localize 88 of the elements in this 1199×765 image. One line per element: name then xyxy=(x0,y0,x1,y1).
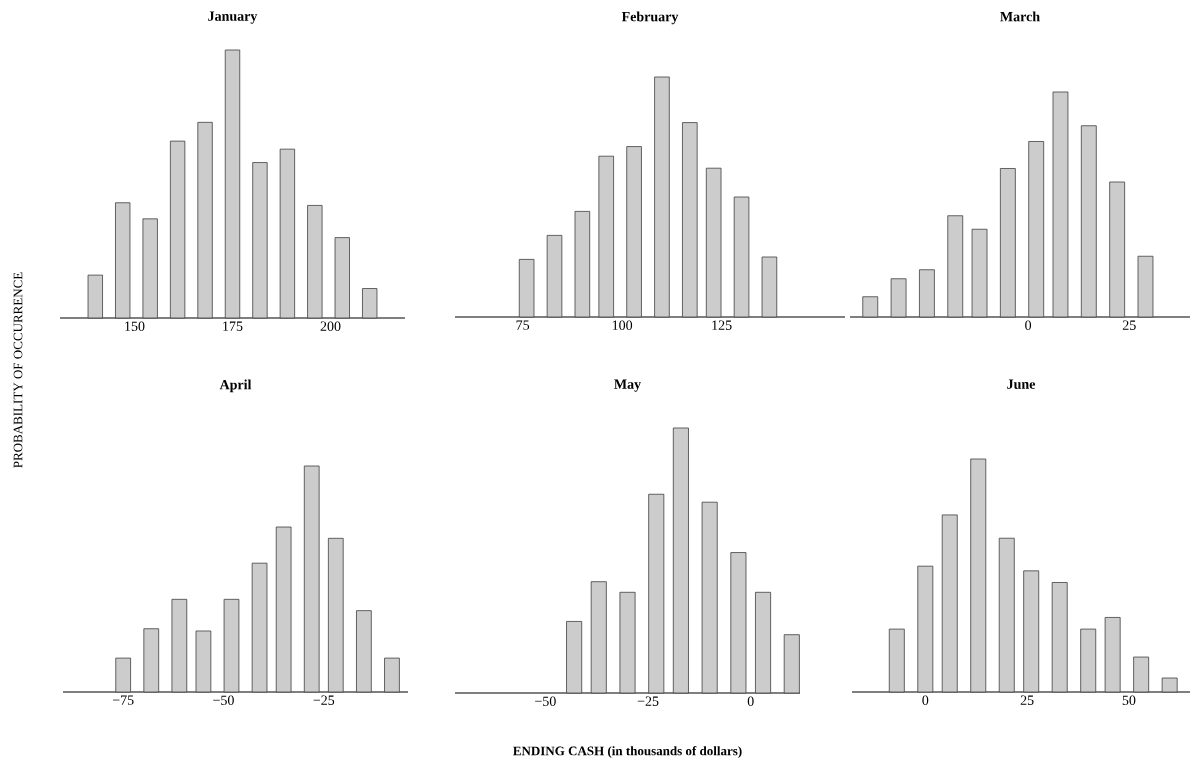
x-axis-title: ENDING CASH (in thousands of dollars) xyxy=(513,746,742,758)
bar xyxy=(87,274,103,319)
bar xyxy=(574,210,591,318)
y-axis-title: PROBABILITY OF OCCURRENCE xyxy=(13,272,23,468)
bar xyxy=(941,514,958,693)
x-tick-label: −75 xyxy=(112,695,134,705)
bar xyxy=(223,598,240,693)
x-tick-label: 0 xyxy=(747,696,754,706)
x-tick-label: −50 xyxy=(535,696,556,706)
x-tick-label: −25 xyxy=(637,696,659,706)
bar xyxy=(546,234,563,318)
bar xyxy=(755,591,772,694)
bar xyxy=(917,565,934,693)
bar xyxy=(115,202,131,319)
x-tick-label: 200 xyxy=(320,321,341,331)
bar xyxy=(888,628,905,693)
bar xyxy=(654,76,670,318)
bar xyxy=(279,148,296,319)
bar xyxy=(303,465,320,693)
bar xyxy=(1137,255,1154,318)
bar xyxy=(356,610,372,693)
bar xyxy=(143,628,160,693)
bar xyxy=(384,657,400,693)
x-tick-label: 125 xyxy=(712,320,732,330)
x-tick-label: 0 xyxy=(922,695,929,705)
bar xyxy=(619,591,636,694)
bar xyxy=(1023,570,1040,693)
bar xyxy=(971,228,988,318)
bar xyxy=(1133,656,1150,693)
bar xyxy=(195,630,212,693)
bar xyxy=(705,167,722,318)
x-tick-label: 50 xyxy=(1122,695,1136,705)
bar xyxy=(947,215,964,318)
bar xyxy=(862,296,879,318)
bar xyxy=(251,562,268,693)
bar xyxy=(998,537,1015,693)
bar xyxy=(783,634,800,694)
bar xyxy=(142,218,158,319)
bar xyxy=(275,526,292,693)
bar xyxy=(327,537,344,693)
bar xyxy=(518,258,535,318)
bar xyxy=(171,598,188,693)
bar xyxy=(1051,582,1068,693)
x-tick-label: 150 xyxy=(125,321,145,331)
x-tick-label: 25 xyxy=(1020,695,1034,705)
bar xyxy=(733,196,750,318)
chart-title: May xyxy=(614,379,641,392)
x-tick-label: −25 xyxy=(313,695,335,705)
bar xyxy=(970,458,987,693)
bar xyxy=(730,552,747,694)
chart-title: February xyxy=(621,11,679,25)
chart-title: January xyxy=(208,11,258,24)
x-tick-label: 0 xyxy=(1025,320,1032,330)
bar xyxy=(197,121,213,319)
bar xyxy=(307,205,323,319)
bar xyxy=(1080,628,1097,693)
bar xyxy=(224,49,241,319)
bar xyxy=(169,140,186,319)
bar xyxy=(334,237,350,319)
bar xyxy=(919,269,935,318)
bar xyxy=(1109,181,1126,318)
x-tick-label: 175 xyxy=(223,321,243,331)
bar xyxy=(890,278,907,318)
bar xyxy=(252,162,268,319)
bar xyxy=(1052,91,1069,318)
bar xyxy=(682,122,698,318)
bar xyxy=(672,427,689,694)
x-tick-label: 25 xyxy=(1122,320,1136,330)
bar xyxy=(1161,677,1178,693)
bar xyxy=(1028,141,1045,318)
bar xyxy=(566,621,583,694)
bar xyxy=(598,155,614,318)
bar xyxy=(999,168,1016,318)
bar xyxy=(648,493,665,694)
chart-title: June xyxy=(1007,379,1036,389)
bar xyxy=(1104,617,1121,693)
bar xyxy=(362,288,378,319)
chart-title: March xyxy=(1000,11,1040,22)
bar xyxy=(701,501,718,694)
bar xyxy=(761,256,778,318)
x-tick-label: 100 xyxy=(612,320,633,330)
bar xyxy=(590,581,607,694)
x-tick-label: 75 xyxy=(516,320,530,330)
bar xyxy=(1080,125,1097,318)
x-tick-label: −50 xyxy=(213,695,234,705)
bar xyxy=(115,657,131,693)
bar xyxy=(626,146,642,318)
chart-title: April xyxy=(219,379,252,393)
